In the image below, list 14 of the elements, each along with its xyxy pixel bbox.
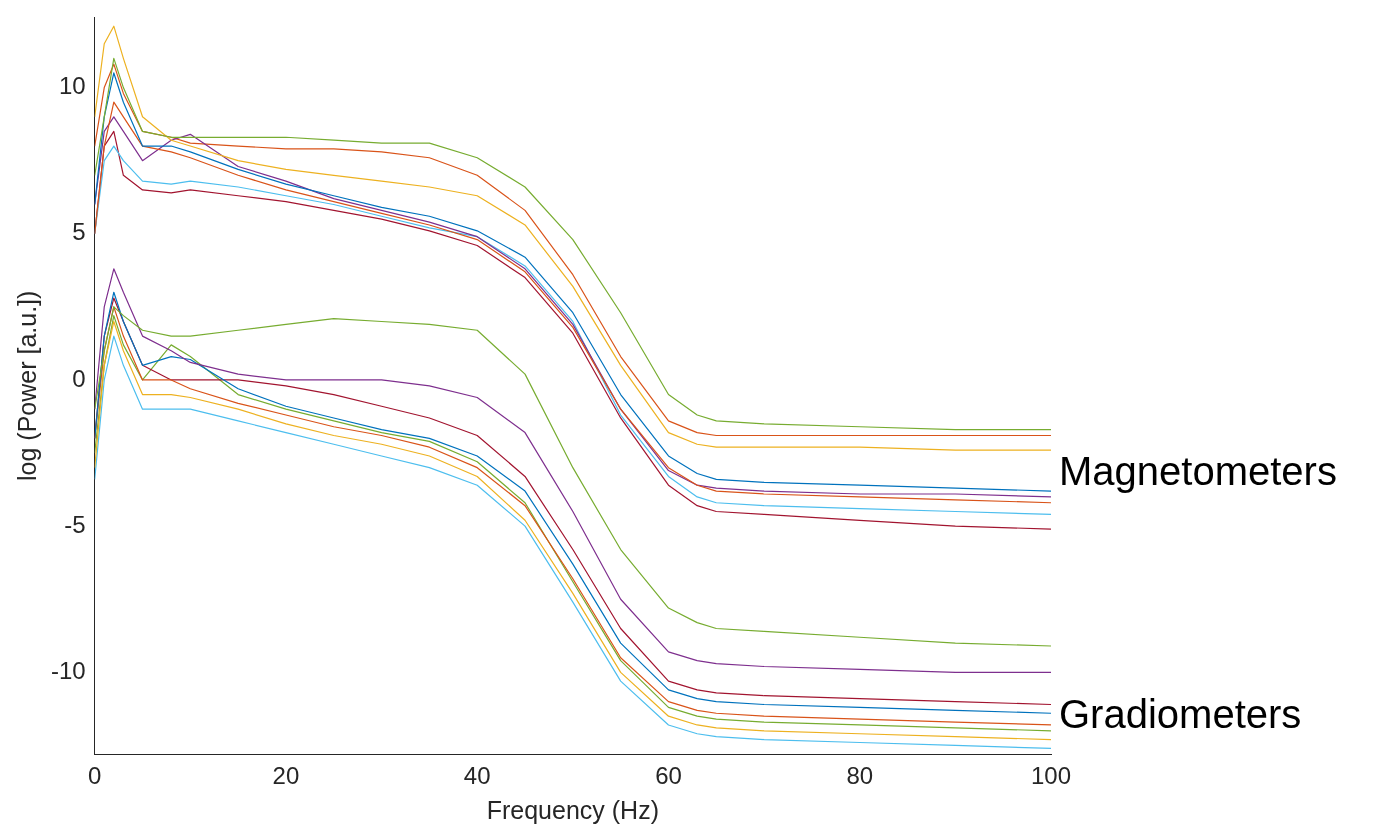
y-axis-title: log (Power [a.u.]) — [12, 290, 41, 481]
text: Gradiometers — [1059, 692, 1302, 737]
x-tick-label: 60 — [655, 762, 682, 790]
x-tick-label: 40 — [463, 762, 491, 790]
y-tick-label: -10 — [51, 656, 86, 684]
y-tick-label: 5 — [72, 218, 86, 246]
x-tick-label: 20 — [272, 762, 300, 790]
y-tick-label: -5 — [64, 510, 86, 538]
x-tick-label: 80 — [846, 762, 874, 790]
x-axis-title: Frequency (Hz) — [486, 795, 659, 824]
x-tick-label: 100 — [1030, 762, 1072, 790]
text: Magnetometers — [1059, 449, 1337, 494]
y-tick-label: 10 — [58, 72, 86, 100]
y-tick-label: 0 — [72, 364, 86, 392]
